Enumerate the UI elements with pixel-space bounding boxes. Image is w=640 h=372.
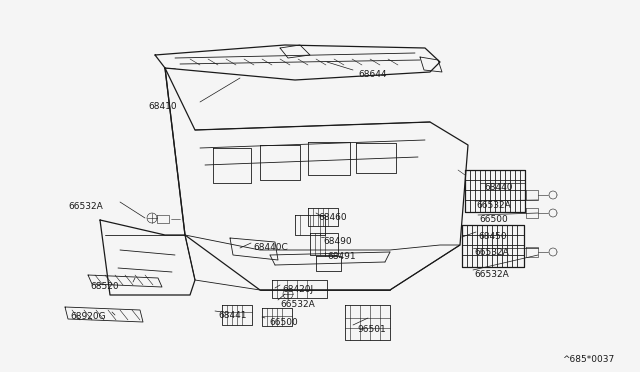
Text: 66532A: 66532A — [68, 202, 103, 211]
Text: 66500: 66500 — [269, 318, 298, 327]
Text: 66532A: 66532A — [474, 270, 509, 279]
Text: 68450: 68450 — [478, 232, 507, 241]
Text: 96501: 96501 — [357, 325, 386, 334]
Text: 66532A: 66532A — [474, 248, 509, 257]
Text: 68410: 68410 — [148, 102, 177, 111]
Text: 66532A: 66532A — [280, 300, 315, 309]
Text: 66532A: 66532A — [476, 201, 511, 210]
Text: 68440: 68440 — [484, 183, 513, 192]
Text: 68920G: 68920G — [70, 312, 106, 321]
Text: 68440C: 68440C — [253, 243, 288, 252]
Text: 68420J: 68420J — [282, 285, 313, 294]
Text: 66500: 66500 — [479, 215, 508, 224]
Text: 68520: 68520 — [90, 282, 118, 291]
Text: 68460: 68460 — [318, 213, 347, 222]
Text: 68491: 68491 — [327, 252, 356, 261]
Text: ^685*0037: ^685*0037 — [562, 355, 614, 364]
Text: 68644: 68644 — [358, 70, 387, 79]
Text: 68441: 68441 — [218, 311, 246, 320]
Text: 68490: 68490 — [323, 237, 351, 246]
